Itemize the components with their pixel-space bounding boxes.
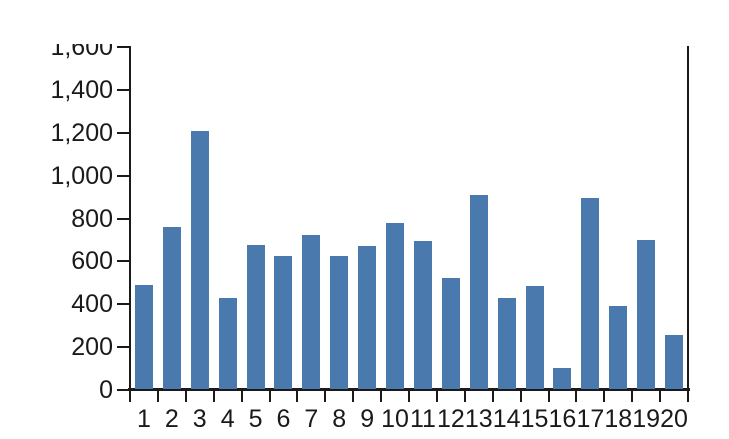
y-tick-label: 800: [71, 204, 113, 233]
x-tick-label: 8: [332, 405, 347, 433]
x-tick-label: 6: [276, 405, 291, 433]
x-tick-label: 15: [520, 405, 549, 433]
x-tick-label: 5: [248, 405, 263, 433]
bar: [525, 286, 544, 389]
y-tick: [117, 346, 130, 349]
x-tick-label: 1: [136, 405, 151, 433]
y-axis-line: [129, 46, 131, 391]
x-tick-label: 20: [660, 405, 688, 433]
y-tick: [117, 260, 130, 263]
bar: [218, 298, 237, 389]
x-tick: [491, 388, 494, 402]
x-tick-label: 9: [360, 405, 375, 433]
bar: [134, 285, 153, 389]
x-tick: [296, 388, 299, 402]
x-tick: [408, 388, 410, 402]
x-tick: [212, 388, 215, 402]
x-tick: [352, 388, 355, 402]
x-tick: [659, 388, 662, 402]
bar: [302, 235, 321, 389]
y-tick-label: 600: [71, 247, 113, 276]
plot-right-border-line: [687, 46, 689, 391]
x-tick-label: 16: [548, 405, 577, 433]
x-tick-label: 7: [304, 405, 319, 433]
x-tick: [463, 388, 466, 402]
y-tick: [117, 303, 130, 306]
y-tick-label: 1,600: [50, 44, 113, 61]
y-tick: [117, 174, 130, 177]
x-tick-label: 12: [436, 405, 465, 433]
x-tick: [435, 388, 438, 402]
x-tick-label: 13: [464, 405, 493, 433]
x-tick: [380, 388, 383, 402]
y-tick: [117, 217, 130, 220]
bar: [358, 246, 377, 389]
x-tick: [184, 388, 187, 402]
y-tick: [117, 389, 130, 391]
bar: [637, 240, 656, 389]
x-tick-label: 11: [409, 405, 436, 433]
x-tick: [603, 388, 606, 402]
bar: [274, 256, 293, 389]
x-tick: [129, 388, 131, 402]
x-tick-label: 17: [576, 405, 605, 433]
x-tick-label: 19: [632, 405, 661, 433]
bar: [246, 245, 265, 389]
bar: [413, 241, 432, 389]
x-tick: [156, 388, 159, 402]
y-tick: [117, 46, 130, 48]
x-tick: [575, 388, 578, 402]
bar: [162, 227, 181, 389]
x-tick: [519, 388, 522, 402]
y-tick-label: 0: [99, 376, 113, 404]
bar: [553, 368, 572, 389]
bar: [330, 256, 349, 389]
x-tick: [687, 388, 689, 402]
x-tick-label: 18: [604, 405, 633, 433]
bar: [386, 223, 405, 389]
bar: [441, 278, 460, 389]
y-tick-label: 1,400: [50, 75, 113, 104]
x-tick: [547, 388, 550, 402]
x-tick: [268, 388, 271, 402]
y-tick-label: 400: [71, 290, 113, 319]
y-tick: [117, 131, 130, 134]
y-tick-label: 1,000: [50, 161, 113, 190]
x-tick-label: 14: [492, 405, 521, 433]
x-tick-label: 2: [164, 405, 179, 433]
x-tick: [631, 388, 634, 402]
y-tick-label: 200: [71, 333, 113, 362]
x-tick: [324, 388, 327, 402]
x-tick: [240, 388, 243, 402]
x-tick-label: 10: [381, 405, 409, 433]
x-tick-label: 3: [192, 405, 207, 433]
x-tick-label: 4: [220, 405, 235, 433]
y-tick-label: 1,200: [50, 118, 113, 147]
bar: [469, 195, 488, 389]
bar: [497, 298, 516, 389]
bar: [665, 335, 684, 389]
bar: [190, 131, 209, 389]
bar: [581, 198, 600, 389]
bar: [609, 306, 628, 389]
y-tick: [117, 88, 130, 91]
